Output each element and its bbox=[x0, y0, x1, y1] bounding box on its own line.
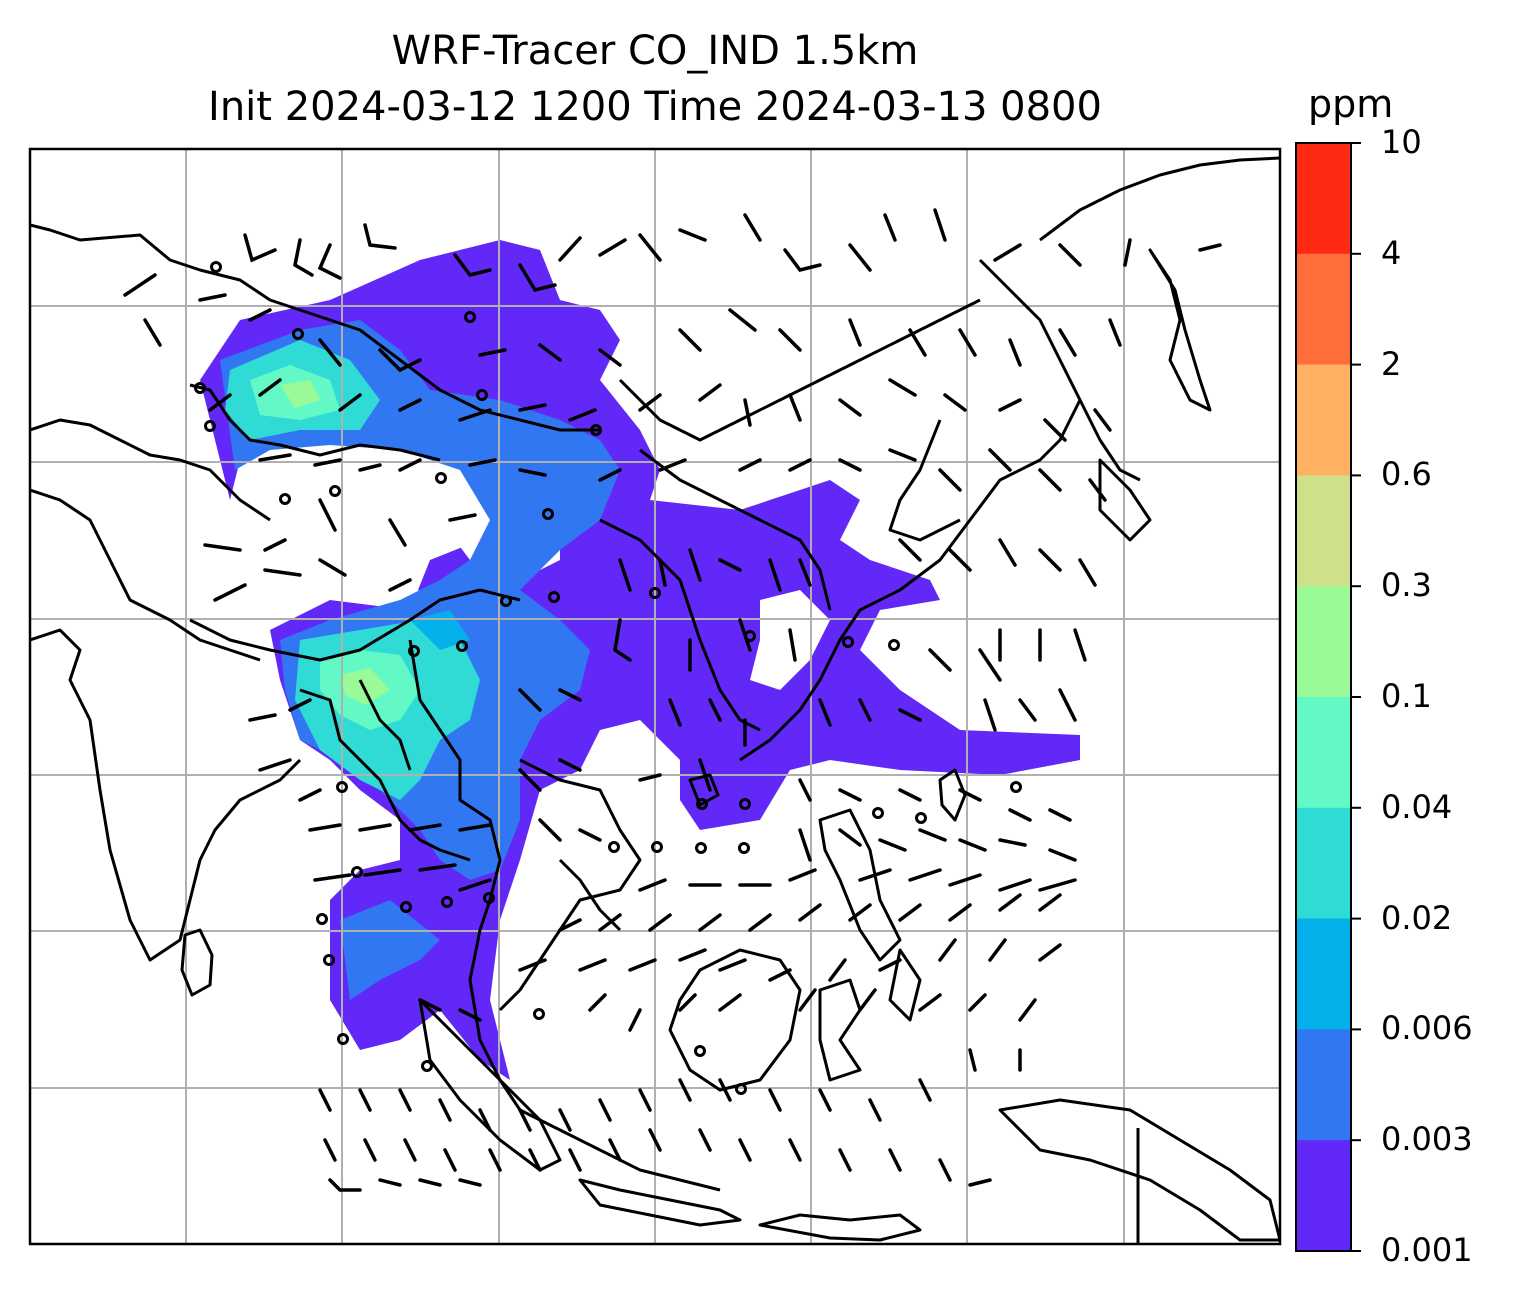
colorbar-tick-label: 0.1 bbox=[1381, 677, 1432, 715]
colorbar-band bbox=[1296, 1140, 1351, 1252]
gridlines bbox=[30, 149, 1280, 1244]
java bbox=[578, 1178, 742, 1227]
colorbar-tick-label: 10 bbox=[1381, 123, 1422, 161]
colorbar-tick-label: 0.003 bbox=[1381, 1120, 1473, 1159]
borneo bbox=[668, 948, 802, 1092]
map-frame bbox=[28, 147, 1282, 1246]
colorbar-band bbox=[1296, 807, 1351, 920]
colorbar-tick-label: 0.02 bbox=[1381, 898, 1453, 937]
sri-lanka bbox=[180, 928, 214, 997]
colorbar-band bbox=[1296, 1029, 1351, 1141]
colorbar-band bbox=[1296, 697, 1351, 809]
sumatra bbox=[418, 998, 562, 1172]
colorbar-tick-label: 4 bbox=[1381, 233, 1402, 272]
colorbar bbox=[1296, 143, 1351, 1252]
plume-south-0003 bbox=[340, 900, 440, 1000]
colorbar-band bbox=[1296, 918, 1351, 1030]
japan bbox=[1148, 248, 1212, 412]
calm-wind-markers bbox=[194, 261, 1022, 1095]
new-guinea bbox=[998, 1098, 1280, 1242]
colorbar-tick-label: 2 bbox=[1381, 344, 1402, 383]
sulawesi bbox=[818, 978, 862, 1082]
map-subtitle: Init 2024-03-12 1200 Time 2024-03-13 080… bbox=[208, 84, 1102, 130]
india-coastline bbox=[30, 628, 302, 962]
wind-barbs bbox=[123, 208, 1222, 1192]
colorbar-band bbox=[1296, 586, 1351, 698]
colorbar-band bbox=[1296, 143, 1351, 255]
colorbar-tick-label: 0.6 bbox=[1381, 455, 1432, 494]
colorbar-tick-label: 0.001 bbox=[1381, 1231, 1473, 1269]
colorbar-band bbox=[1296, 364, 1351, 476]
colorbar-ticks bbox=[1351, 142, 1361, 1252]
tracer-field bbox=[200, 240, 1080, 1080]
colorbar-band bbox=[1296, 475, 1351, 587]
colorbar-unit-label: ppm bbox=[1308, 82, 1394, 126]
colorbar-tick-label: 0.3 bbox=[1381, 566, 1432, 605]
northeast-coast bbox=[1039, 156, 1280, 242]
map-title: WRF-Tracer CO_IND 1.5km bbox=[391, 28, 919, 74]
coastlines-borders bbox=[30, 156, 1280, 1244]
taiwan bbox=[938, 768, 967, 822]
colorbar-band bbox=[1296, 253, 1351, 366]
hainan bbox=[688, 773, 720, 807]
philippines bbox=[818, 808, 902, 962]
china-east-coast bbox=[739, 399, 1082, 762]
himalaya-border bbox=[189, 588, 521, 662]
indochina-coastline bbox=[468, 929, 721, 1192]
colorbar-tick-label: 0.04 bbox=[1381, 787, 1453, 826]
colorbar-tick-label: 0.006 bbox=[1381, 1009, 1473, 1048]
